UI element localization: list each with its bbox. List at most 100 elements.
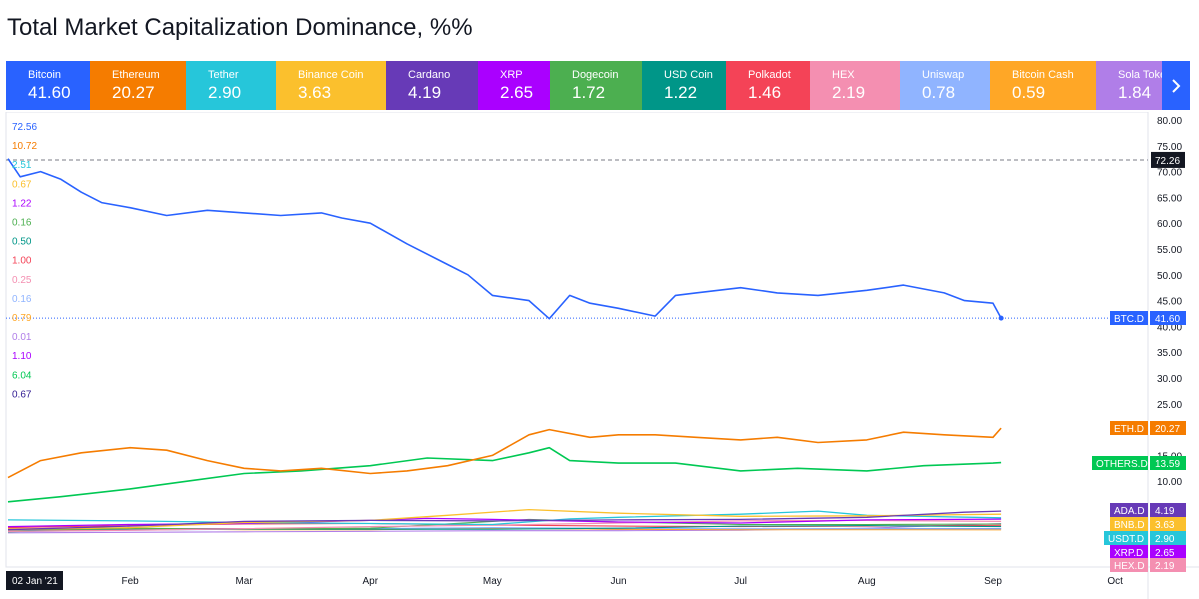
last-value-series-name: XRP.D bbox=[1114, 548, 1143, 559]
start-value-label: 2.51 bbox=[12, 160, 32, 171]
tile-name: Dogecoin bbox=[572, 69, 619, 81]
y-tick-label: 45.00 bbox=[1157, 297, 1182, 308]
tile-value: 4.19 bbox=[408, 83, 442, 102]
last-value-tag-bg bbox=[1110, 558, 1148, 572]
y-tick-label: 35.00 bbox=[1157, 348, 1182, 359]
tile-value: 1.46 bbox=[748, 83, 782, 102]
start-value-label: 0.79 bbox=[12, 313, 32, 324]
last-value-series-name: USDT.D bbox=[1108, 534, 1144, 545]
x-tick-label: Oct bbox=[1107, 576, 1123, 587]
last-value-series-name: OTHERS.D bbox=[1096, 459, 1148, 470]
start-value-label: 6.04 bbox=[12, 370, 32, 381]
x-tick-label: 02 Jan '21 bbox=[12, 576, 58, 587]
tile-value: 20.27 bbox=[112, 83, 155, 102]
dominance-chart[interactable]: 80.00 75.00 70.00 65.00 60.00 55.00 50.00 45.00… bbox=[0, 112, 1199, 599]
last-value-series-name: BNB.D bbox=[1114, 520, 1145, 531]
y-tick-label: 60.00 bbox=[1157, 219, 1182, 230]
symbol-tile-binance-coin[interactable]: Binance Coin 3.63 bbox=[276, 61, 386, 110]
symbol-tile-bitcoin-cash[interactable]: Bitcoin Cash 0.59 bbox=[990, 61, 1096, 110]
last-value-label: 13.59 bbox=[1155, 459, 1180, 470]
tile-value: 1.84 bbox=[1118, 83, 1152, 102]
tile-name: Cardano bbox=[408, 69, 451, 81]
tile-value: 2.65 bbox=[500, 83, 534, 102]
tile-name: Binance Coin bbox=[298, 69, 364, 81]
start-value-label: 0.25 bbox=[12, 275, 32, 286]
chevron-right-icon bbox=[1172, 78, 1181, 93]
series-line-eth-d bbox=[7, 427, 1002, 479]
tile-name: Polkadot bbox=[748, 69, 791, 81]
series-line-ada-d bbox=[7, 510, 1002, 531]
start-value-label: 10.72 bbox=[12, 141, 37, 152]
last-value-box-bg bbox=[1150, 558, 1186, 572]
x-tick-label: Aug bbox=[858, 576, 876, 587]
next-tiles-button[interactable] bbox=[1162, 61, 1190, 110]
x-tick-label: Jun bbox=[610, 576, 626, 587]
last-value-box-bg bbox=[1150, 311, 1186, 325]
symbol-tile-cardano[interactable]: Cardano 4.19 bbox=[386, 61, 478, 110]
symbol-tile-bitcoin[interactable]: Bitcoin 41.60 bbox=[6, 61, 90, 110]
last-value-series-name: ADA.D bbox=[1114, 506, 1145, 517]
last-value-series-name: HEX.D bbox=[1114, 561, 1145, 572]
tile-value: 1.22 bbox=[664, 83, 698, 102]
symbol-tiles-bar: Bitcoin 41.60 Ethereum 20.27 Tether 2.90 Binan… bbox=[6, 61, 1190, 110]
last-value-box-bg bbox=[1150, 503, 1186, 517]
symbol-tile-polkadot[interactable]: Polkadot 1.46 bbox=[726, 61, 810, 110]
symbol-tile-uniswap[interactable]: Uniswap 0.78 bbox=[900, 61, 990, 110]
symbol-tile-xrp[interactable]: XRP 2.65 bbox=[478, 61, 550, 110]
symbol-tile-dogecoin[interactable]: Dogecoin 1.72 bbox=[550, 61, 642, 110]
tile-name: HEX bbox=[832, 69, 855, 81]
tile-name: Bitcoin Cash bbox=[1012, 69, 1074, 81]
symbol-tile-tether[interactable]: Tether 2.90 bbox=[186, 61, 276, 110]
last-value-label: 4.19 bbox=[1155, 506, 1175, 517]
last-value-tag-bg bbox=[1110, 421, 1148, 435]
y-tick-label: 65.00 bbox=[1157, 193, 1182, 204]
last-value-tag-bg bbox=[1110, 545, 1148, 559]
x-tick-label: Sep bbox=[984, 576, 1002, 587]
crosshair-value-box bbox=[1151, 151, 1185, 168]
last-value-label: 41.60 bbox=[1155, 314, 1180, 325]
tile-value: 0.78 bbox=[922, 83, 956, 102]
tile-value: 2.19 bbox=[832, 83, 866, 102]
tile-value: 41.60 bbox=[28, 83, 71, 102]
last-value-box-bg bbox=[1150, 421, 1186, 435]
start-value-label: 1.22 bbox=[12, 198, 32, 209]
tile-name: Bitcoin bbox=[28, 69, 62, 81]
y-tick-label: 70.00 bbox=[1157, 168, 1182, 179]
crosshair-value-label: 72.26 bbox=[1155, 156, 1180, 167]
tile-name: Uniswap bbox=[922, 69, 965, 81]
y-tick-label: 25.00 bbox=[1157, 400, 1182, 411]
tile-name: Sola Token bbox=[1118, 69, 1173, 81]
last-value-label: 2.90 bbox=[1155, 534, 1175, 545]
y-tick-label: 80.00 bbox=[1157, 116, 1182, 127]
series-line-bnb-d bbox=[7, 508, 1002, 531]
last-value-tag-bg bbox=[1104, 531, 1148, 545]
tile-name: USD Coin bbox=[664, 69, 713, 81]
last-value-series-name: BTC.D bbox=[1114, 314, 1144, 325]
symbol-tile-ethereum[interactable]: Ethereum 20.27 bbox=[90, 61, 186, 110]
symbol-tile-hex[interactable]: HEX 2.19 bbox=[810, 61, 900, 110]
tile-name: XRP bbox=[500, 69, 523, 81]
last-value-box-bg bbox=[1150, 545, 1186, 559]
last-value-box-bg bbox=[1150, 517, 1186, 531]
last-value-box-bg bbox=[1150, 456, 1186, 470]
start-value-label: 0.01 bbox=[12, 332, 32, 343]
last-value-label: 2.65 bbox=[1155, 548, 1175, 559]
x-tick-label: Apr bbox=[362, 576, 378, 587]
y-tick-label: 55.00 bbox=[1157, 245, 1182, 256]
tile-name: Tether bbox=[208, 69, 239, 81]
last-value-box-bg bbox=[1150, 531, 1186, 545]
start-value-label: 72.56 bbox=[12, 122, 37, 133]
x-tick-label: May bbox=[483, 576, 502, 587]
tile-name: Ethereum bbox=[112, 69, 160, 81]
x-tick-label: Jul bbox=[734, 576, 747, 587]
start-value-label: 0.67 bbox=[12, 389, 32, 400]
btc-last-point bbox=[998, 315, 1004, 321]
y-tick-label: 75.00 bbox=[1157, 142, 1182, 153]
symbol-tile-usd-coin[interactable]: USD Coin 1.22 bbox=[642, 61, 726, 110]
x-tick-label: Feb bbox=[121, 576, 139, 587]
last-value-tag-bg bbox=[1110, 311, 1148, 325]
last-value-tag-bg bbox=[1092, 456, 1148, 470]
last-value-series-name: ETH.D bbox=[1114, 424, 1144, 435]
x-tick-label: Mar bbox=[235, 576, 253, 587]
tile-value: 1.72 bbox=[572, 83, 606, 102]
